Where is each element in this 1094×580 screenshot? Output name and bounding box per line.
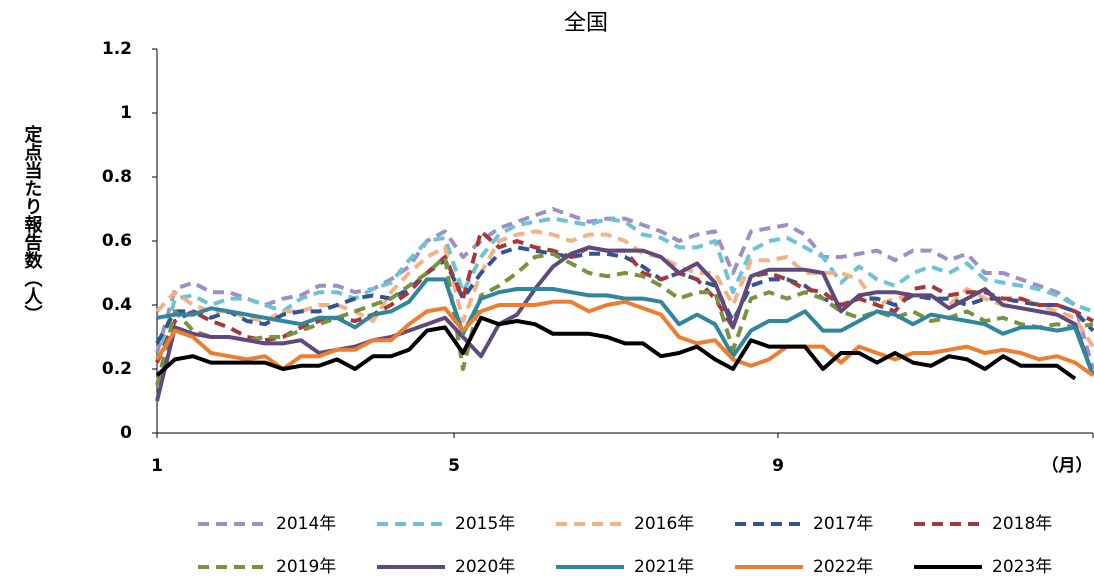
legend-label: 2017年 xyxy=(813,514,873,534)
y-tick-label: 0 xyxy=(120,423,132,443)
x-tick-label: 5 xyxy=(448,456,460,476)
y-tick-label: 0.6 xyxy=(102,231,132,251)
y-tick-label: 0.8 xyxy=(102,167,132,187)
x-tick-label: 1 xyxy=(151,456,163,476)
legend-label: 2019年 xyxy=(276,557,336,577)
legend-label: 2016年 xyxy=(634,514,694,534)
legend-label: 2014年 xyxy=(276,514,336,534)
legend-label: 2020年 xyxy=(455,557,515,577)
chart-title: 全国 xyxy=(564,11,608,36)
y-tick-label: 0.2 xyxy=(102,359,132,379)
x-tick-label: 9 xyxy=(772,456,784,476)
series-line xyxy=(155,315,1077,381)
y-tick-label: 1 xyxy=(120,103,132,123)
series-line xyxy=(155,207,1094,370)
series-line xyxy=(156,277,1094,377)
legend-label: 2015年 xyxy=(455,514,515,534)
series-line xyxy=(155,299,1094,378)
y-tick-label: 1.2 xyxy=(102,39,132,59)
x-tick-label: （月） xyxy=(1042,455,1093,476)
legend-label: 2023年 xyxy=(992,557,1052,577)
series-line xyxy=(155,245,1094,345)
legend-label: 2021年 xyxy=(634,557,694,577)
legend-label: 2022年 xyxy=(813,557,873,577)
series-line xyxy=(155,251,1094,386)
legend-label: 2018年 xyxy=(992,514,1052,534)
series-line xyxy=(155,245,1094,402)
y-axis-label: 定点当たり報告数（人） xyxy=(22,124,43,323)
series-line xyxy=(155,216,1094,364)
y-tick-label: 0.4 xyxy=(102,295,132,315)
